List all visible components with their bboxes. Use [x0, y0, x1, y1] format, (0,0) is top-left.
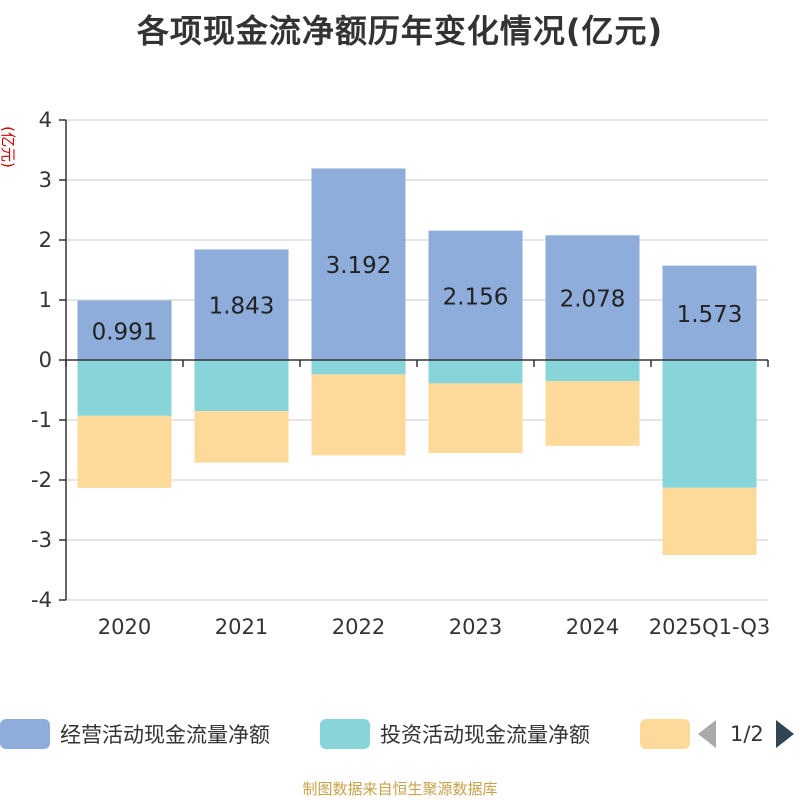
legend-label-investing: 投资活动现金流量净额	[380, 723, 590, 747]
bar-financing	[662, 487, 757, 555]
data-label: 2.156	[443, 284, 509, 310]
x-tick-label: 2022	[332, 615, 385, 639]
legend-pager: 1/2	[698, 716, 794, 752]
y-tick-label: 1	[39, 288, 52, 312]
legend-item-operating[interactable]: 经营活动现金流量净额	[0, 719, 270, 749]
y-tick-label: 0	[39, 348, 52, 372]
source-note: 制图数据来自恒生聚源数据库	[302, 780, 498, 798]
x-tick-label: 2025Q1-Q3	[649, 615, 771, 639]
bar-financing	[545, 381, 640, 446]
legend-item-financing[interactable]	[640, 719, 700, 749]
bar-operating	[194, 249, 289, 360]
x-tick-label: 2021	[215, 615, 268, 639]
y-tick-label: -1	[31, 408, 52, 432]
pager-prev-icon[interactable]	[698, 720, 716, 748]
data-label: 3.192	[326, 253, 392, 279]
pager-next-icon[interactable]	[775, 720, 794, 748]
legend-swatch-operating	[0, 719, 50, 749]
bar-financing	[77, 415, 172, 488]
bar-investing	[311, 360, 406, 375]
bar-operating	[77, 300, 172, 360]
data-label: 2.078	[560, 287, 626, 313]
y-tick-label: -4	[31, 588, 52, 612]
data-label: 1.843	[209, 294, 275, 320]
legend-swatch-investing	[320, 719, 370, 749]
bar-investing	[77, 360, 172, 416]
data-label: 1.573	[677, 302, 743, 328]
legend-swatch-financing	[640, 719, 690, 749]
bar-investing	[545, 360, 640, 381]
legend-item-investing[interactable]: 投资活动现金流量净额	[320, 719, 590, 749]
chart-title: 各项现金流净额历年变化情况(亿元)	[136, 12, 664, 50]
bar-operating	[311, 168, 406, 360]
x-tick-label: 2024	[566, 615, 619, 639]
x-tick-label: 2020	[98, 615, 151, 639]
legend: 经营活动现金流量净额 投资活动现金流量净额 1/2	[0, 716, 800, 752]
chart-plot: 4 3 2 1 0 -1 -2 -3 -4 (亿元) 0.991 2020 1.843 2021 3.192…	[0, 108, 771, 639]
y-tick-label: 2	[39, 228, 52, 252]
bar-investing	[662, 360, 757, 488]
y-tick-label: 3	[39, 168, 52, 192]
data-label: 0.991	[92, 319, 158, 345]
y-axis-label: (亿元)	[0, 126, 17, 168]
pager-text: 1/2	[730, 722, 764, 746]
bar-operating	[545, 235, 640, 360]
y-tick-label: -2	[31, 468, 52, 492]
y-tick-label: 4	[39, 108, 52, 132]
bar-financing	[428, 383, 523, 453]
bar-operating	[428, 230, 523, 360]
bar-financing	[194, 411, 289, 463]
legend-label-operating: 经营活动现金流量净额	[60, 723, 270, 747]
bar-investing	[194, 360, 289, 411]
x-tick-label: 2023	[449, 615, 502, 639]
bar-financing	[311, 374, 406, 456]
bar-investing	[428, 360, 523, 384]
y-tick-label: -3	[31, 528, 52, 552]
bar-operating	[662, 265, 757, 360]
